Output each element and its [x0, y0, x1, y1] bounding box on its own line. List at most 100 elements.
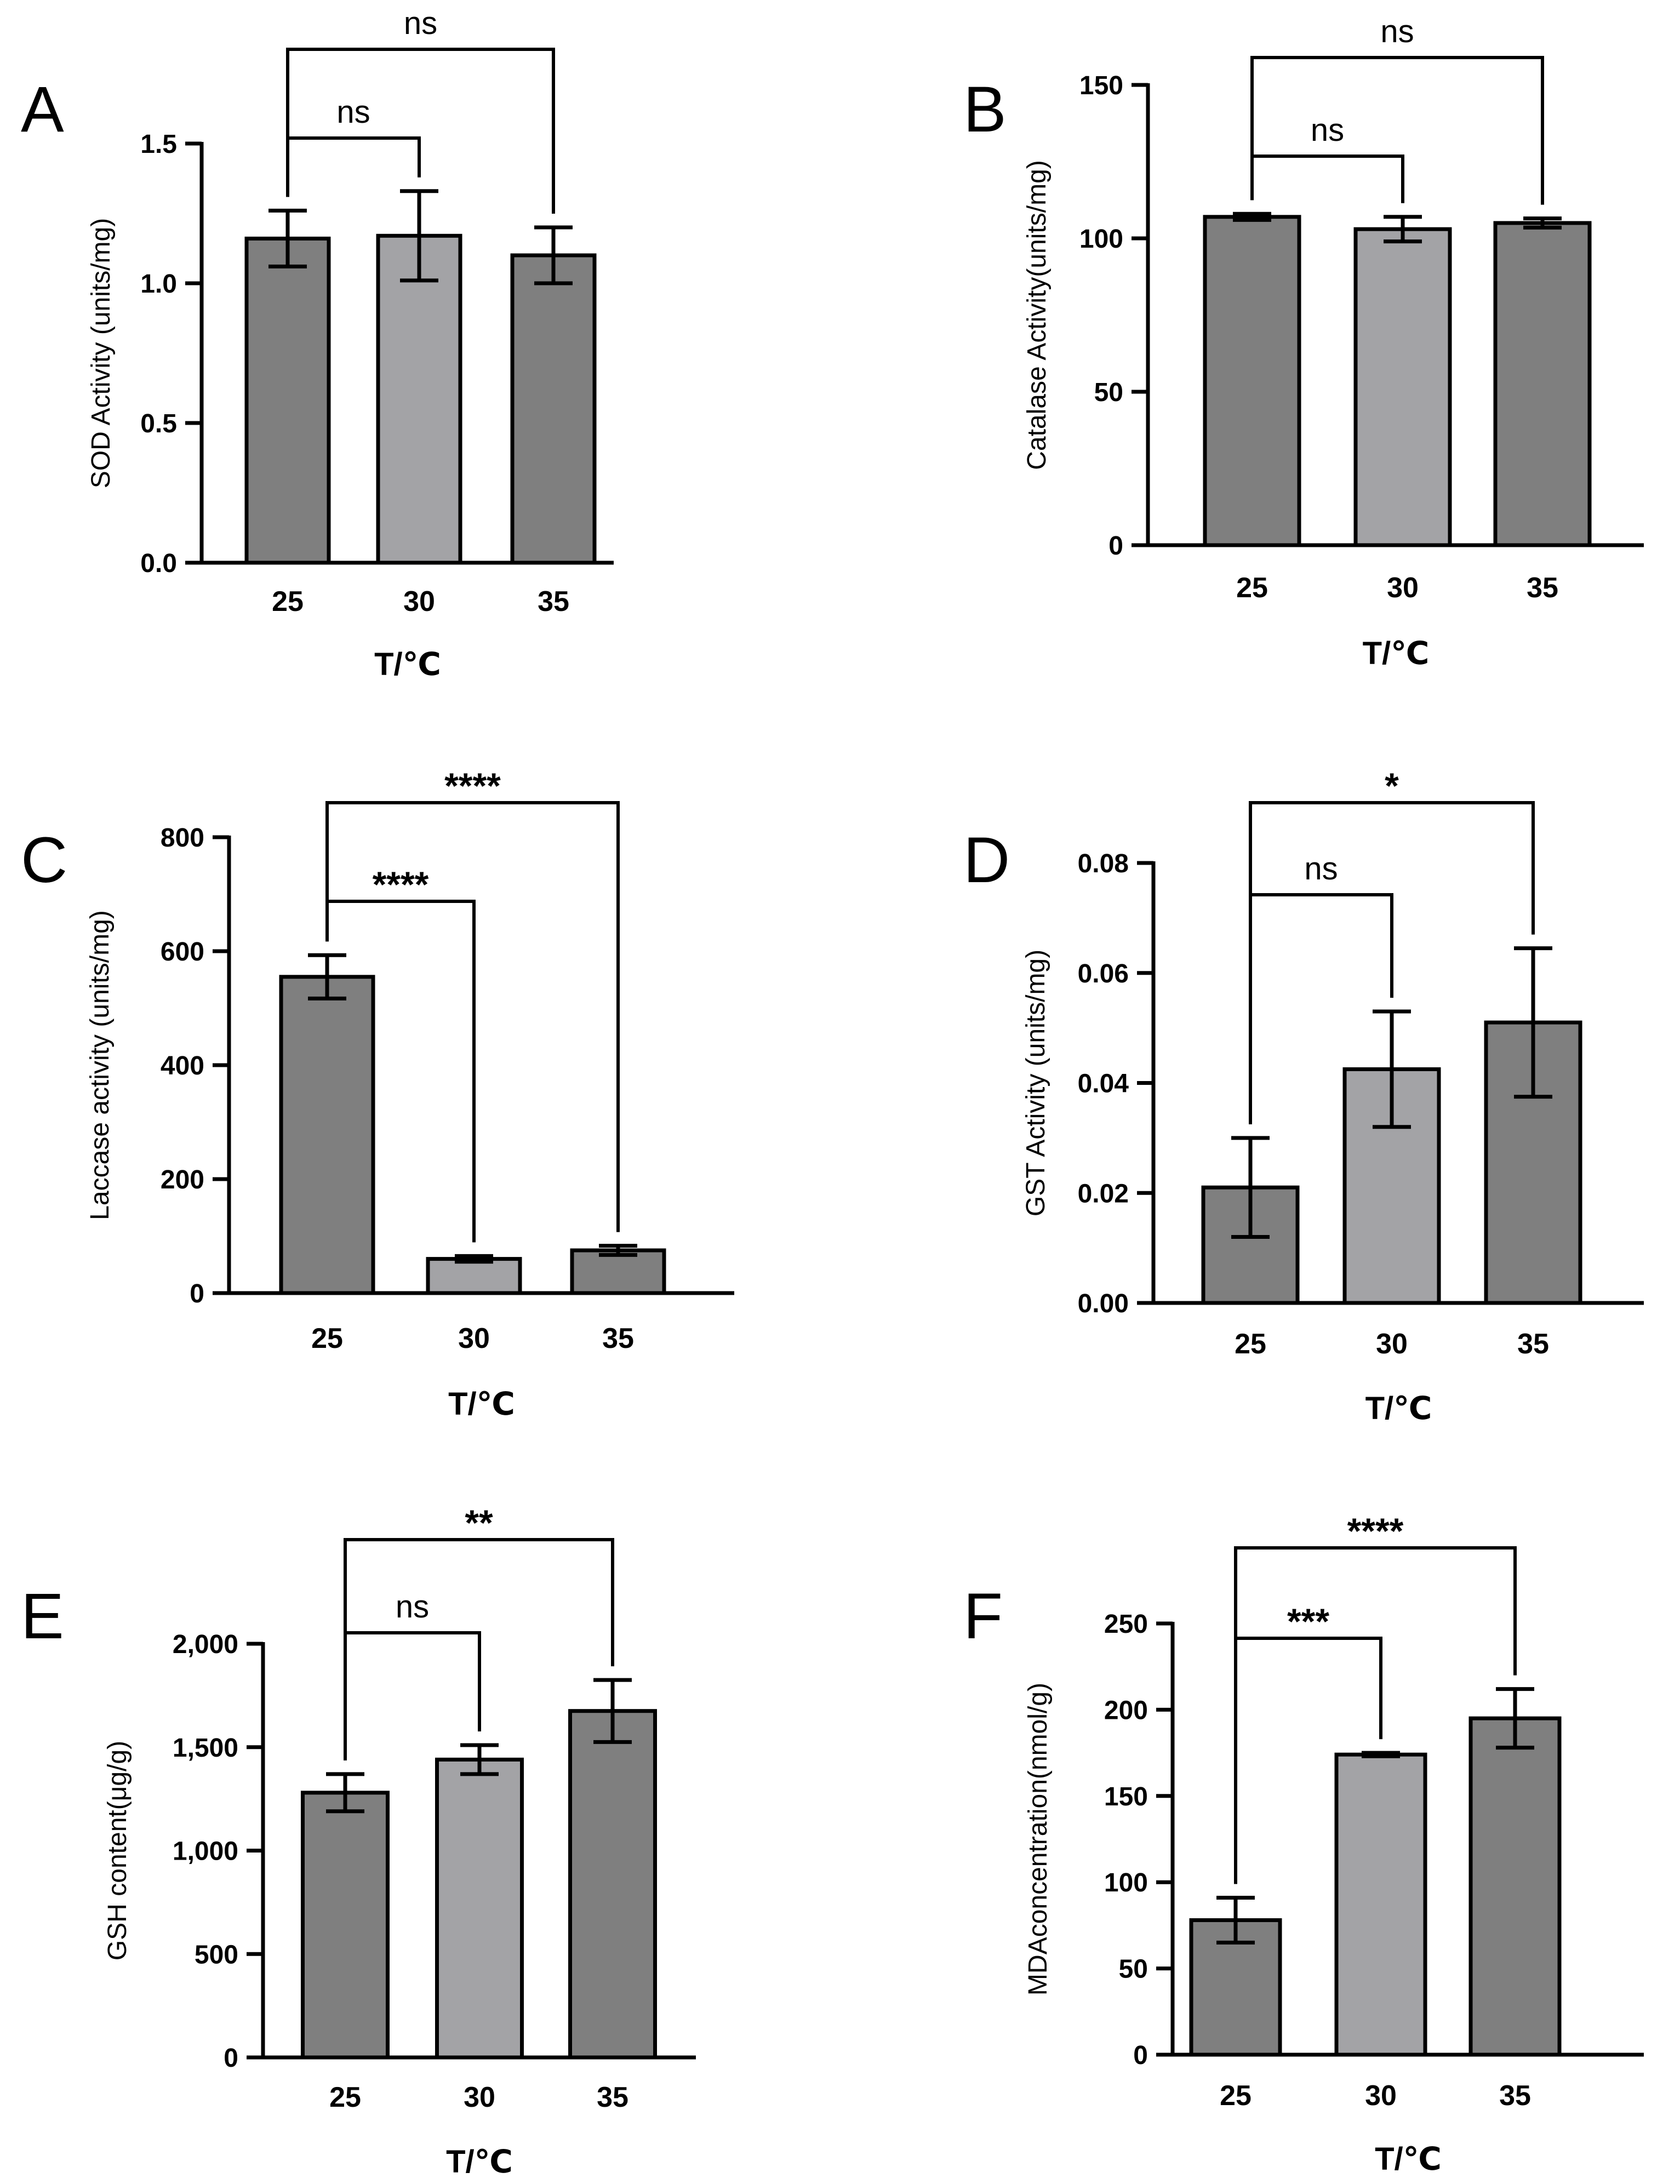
error-bar-35 [599, 1244, 637, 1257]
bar-35 [510, 253, 597, 565]
significance-bracket-25-30 [1250, 155, 1404, 203]
error-bar-30 [1373, 1009, 1411, 1129]
bar-25 [244, 236, 331, 565]
panel-letter: C [21, 824, 67, 896]
x-tick-label-30: 30 [1365, 2080, 1397, 2112]
x-tick-label-35: 35 [1499, 2080, 1531, 2112]
x-tick-label-25: 25 [311, 1323, 343, 1354]
y-axis-title: MDAconcentration(nmol/g) [1024, 1683, 1053, 1996]
chart-panel-d: D 0.00 0.02 0.04 0.06 0.08 25 30 35 T/℃ GST Activi… [963, 765, 1644, 1426]
x-tick-label-30: 30 [464, 2082, 495, 2113]
y-tick-label: 150 [1104, 1782, 1148, 1811]
bar-30 [1334, 1752, 1427, 2057]
y-tick-label: 1.5 [140, 130, 177, 159]
x-tick-label-25: 25 [1220, 2080, 1252, 2112]
panel-letter: F [963, 1580, 1003, 1653]
significance-bracket-25-30 [286, 136, 421, 197]
x-axis-title: T/℃ [448, 1386, 515, 1422]
significance-label: * [1385, 765, 1399, 806]
error-bar-25 [1231, 1136, 1270, 1239]
y-tick-label: 0 [1133, 2041, 1148, 2070]
significance-label: ns [1380, 14, 1414, 49]
x-tick-label-30: 30 [1387, 572, 1419, 604]
x-axis-title: T/℃ [1363, 636, 1430, 671]
error-bar-25 [326, 1772, 364, 1814]
x-tick-label-35: 35 [538, 586, 569, 618]
y-tick-label: 0.5 [140, 409, 177, 438]
y-tick-label: 0 [1108, 531, 1123, 561]
y-tick-label: 0 [224, 2044, 238, 2073]
chart-panel-e: E 0 500 1,000 1,500 2,000 25 30 35 T/℃ GSH content… [21, 1502, 696, 2180]
x-tick-label-25: 25 [329, 2082, 361, 2113]
y-axis-title: SOD Activity (units/mg) [87, 218, 116, 488]
bar-30 [435, 1757, 524, 2060]
y-tick-label: 1,500 [173, 1734, 238, 1763]
bar-35 [570, 1248, 666, 1295]
error-bar-30 [1384, 215, 1422, 244]
bar-30 [1342, 1067, 1441, 1305]
y-tick-label: 0.00 [1078, 1289, 1129, 1318]
error-bar-25 [1233, 211, 1271, 222]
significance-label: ns [1311, 112, 1344, 148]
x-tick-label-25: 25 [1235, 1328, 1266, 1360]
y-tick-label: 200 [1104, 1696, 1148, 1725]
error-bar-30 [455, 1254, 493, 1264]
panel-letter: D [963, 824, 1010, 896]
y-tick-label: 0.08 [1078, 849, 1129, 878]
significance-label: **** [444, 765, 501, 806]
y-tick-label: 400 [161, 1051, 204, 1080]
y-tick-label: 0.02 [1078, 1179, 1129, 1208]
y-tick-label: 100 [1104, 1868, 1148, 1897]
significance-bracket-25-35 [344, 1538, 614, 1760]
y-tick-label: 0.0 [140, 549, 177, 578]
significance-bracket-25-35 [1250, 56, 1544, 205]
x-tick-label-30: 30 [1376, 1328, 1408, 1360]
x-axis-title: T/℃ [446, 2144, 513, 2180]
x-tick-label-35: 35 [1527, 572, 1558, 604]
panel-letter: A [21, 73, 64, 146]
significance-bracket-25-35 [1234, 1546, 1517, 1884]
significance-label: ns [396, 1589, 429, 1625]
chart-panel-f: F 0 50 100 150 200 250 25 30 35 T/℃ MDAconcentratio… [963, 1511, 1644, 2177]
y-tick-label: 150 [1079, 71, 1123, 100]
bar-30 [1353, 227, 1452, 547]
error-bar-35 [1496, 1687, 1534, 1750]
bar-25 [279, 975, 375, 1295]
significance-label: ns [404, 5, 437, 41]
significance-label: **** [373, 864, 429, 905]
y-tick-label: 1.0 [140, 270, 177, 299]
x-axis-title: T/℃ [374, 647, 441, 682]
y-tick-label: 50 [1119, 1955, 1148, 1984]
error-bar-35 [1523, 216, 1562, 230]
bar-35 [568, 1709, 657, 2060]
significance-label: **** [1347, 1511, 1404, 1551]
significance-bracket-25-30 [344, 1631, 481, 1760]
error-bar-30 [400, 189, 438, 283]
x-tick-label-30: 30 [458, 1323, 490, 1354]
y-tick-label: 500 [195, 1940, 238, 1969]
x-tick-label-35: 35 [602, 1323, 634, 1354]
significance-label: ns [336, 94, 370, 130]
x-axis-title: T/℃ [1365, 1391, 1432, 1426]
significance-bracket-25-35 [325, 801, 620, 1232]
y-axis-title: GST Activity (units/mg) [1021, 950, 1050, 1216]
error-bar-25 [268, 208, 307, 268]
x-tick-label-25: 25 [1236, 572, 1268, 604]
significance-bracket-25-35 [1249, 801, 1535, 1124]
y-tick-label: 0 [190, 1279, 204, 1308]
y-tick-label: 600 [161, 937, 204, 967]
x-tick-label-30: 30 [403, 586, 435, 618]
significance-bracket-25-35 [286, 48, 555, 214]
y-tick-label: 250 [1104, 1610, 1148, 1639]
y-tick-label: 50 [1094, 378, 1123, 407]
error-bar-25 [1216, 1896, 1255, 1945]
y-tick-label: 0.04 [1078, 1070, 1129, 1099]
bar-25 [301, 1791, 390, 2060]
x-tick-label-35: 35 [597, 2082, 628, 2113]
y-axis-title: Laccase activity (units/mg) [85, 910, 115, 1220]
bar-35 [1468, 1716, 1562, 2057]
x-axis-title: T/℃ [1375, 2141, 1442, 2177]
y-axis-title: GSH content(μg/g) [103, 1741, 132, 1960]
significance-label: ** [465, 1502, 493, 1543]
